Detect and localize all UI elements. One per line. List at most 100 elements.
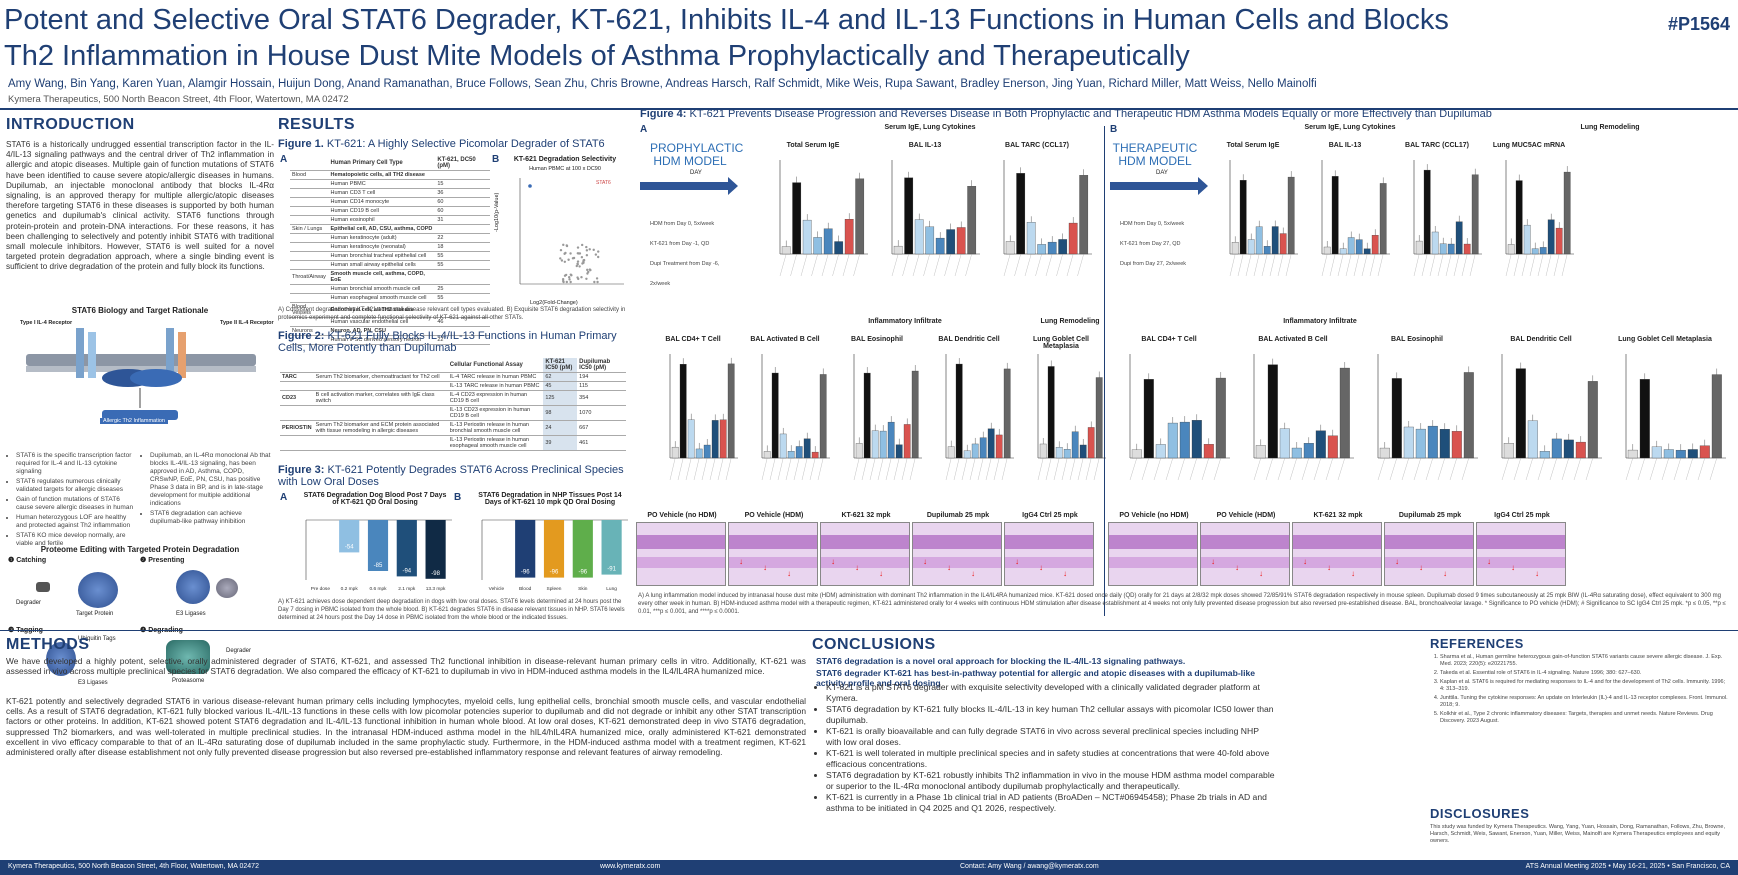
tick-mark bbox=[1529, 253, 1536, 277]
bar bbox=[1279, 233, 1287, 255]
bar bbox=[1087, 427, 1095, 459]
cell-type: Human CD14 monocyte bbox=[328, 197, 436, 207]
bar bbox=[1287, 176, 1295, 255]
prophy-day: DAY bbox=[690, 170, 702, 176]
fig4-caption: A) A lung inflammation model induced by … bbox=[638, 593, 1726, 615]
bio-title: STAT6 Biology and Target Rationale bbox=[71, 306, 209, 315]
fig4-panel-title: BAL CD4+ T Cell bbox=[665, 336, 721, 343]
histology-image: ↓ ↓ ↓ bbox=[912, 522, 1002, 586]
tick-mark bbox=[1377, 457, 1385, 481]
footer-bar: Kymera Therapeutics, 500 North Beacon St… bbox=[0, 860, 1738, 875]
fig4-bar-chart bbox=[669, 354, 738, 481]
reference-item: Takeda et al. Essential role of STAT6 in… bbox=[1440, 670, 1730, 677]
table-cell: 125 bbox=[543, 390, 578, 406]
fig4-bar-chart bbox=[1129, 354, 1230, 481]
degrader-icon bbox=[36, 582, 50, 592]
bar bbox=[823, 228, 833, 255]
tick-mark bbox=[811, 253, 818, 277]
histology-label: PO Vehicle (HDM) bbox=[744, 512, 804, 519]
conclusion-lead2: STAT6 degrader KT-621 has best-in-pathwa… bbox=[816, 668, 1256, 688]
prophy-timeline bbox=[640, 177, 738, 195]
bar bbox=[1447, 243, 1455, 255]
bar bbox=[425, 520, 446, 579]
bullet: STAT6 degradation can achieve dupilumab-… bbox=[150, 510, 274, 526]
cell-type: Human small airway epithelial cells bbox=[328, 260, 436, 270]
bar bbox=[914, 219, 924, 255]
dc50-value: 18 bbox=[435, 242, 490, 252]
dc50-value: 25 bbox=[435, 284, 490, 294]
group-category: Hematopoietic cells, all TH2 disease bbox=[328, 170, 436, 180]
group-category: Endothelial cell, all TH2 disease bbox=[328, 302, 436, 318]
tick-mark bbox=[1353, 253, 1360, 277]
fig1b-volcano-plot bbox=[519, 178, 624, 285]
tick-mark bbox=[1469, 253, 1476, 277]
tick-mark bbox=[969, 457, 976, 481]
conclusion-lead1: STAT6 degradation is a novel oral approa… bbox=[816, 656, 1186, 666]
tick-mark bbox=[817, 457, 824, 481]
prophy-notes: HDM from Day 0, 5x/week KT-621 from Day … bbox=[650, 214, 740, 294]
bar bbox=[819, 374, 827, 459]
bar bbox=[703, 444, 711, 459]
bar bbox=[802, 219, 812, 255]
table-cell: 354 bbox=[577, 390, 626, 406]
tick-mark bbox=[669, 457, 676, 481]
table-cell: 24 bbox=[543, 420, 578, 436]
table-cell: 98 bbox=[543, 405, 578, 421]
histology-label: IgG4 Ctrl 25 mpk bbox=[1022, 512, 1078, 519]
bar bbox=[781, 246, 791, 255]
fig3-panel-b: B bbox=[454, 492, 462, 503]
tick-mark bbox=[1389, 457, 1397, 481]
fig4-panel-title: BAL TARC (CCL17) bbox=[1405, 142, 1469, 149]
fig4-panel-title: BAL CD4+ T Cell bbox=[1141, 336, 1197, 343]
footer-contact[interactable]: Contact: Amy Wang / awang@kymeratx.com bbox=[960, 863, 1099, 870]
fig3b-title: STAT6 Degradation in NHP Tissues Post 14… bbox=[478, 492, 622, 506]
bar bbox=[904, 177, 914, 255]
volcano-point bbox=[571, 257, 575, 260]
tick-mark bbox=[1661, 457, 1669, 481]
proteasome-blob bbox=[166, 640, 210, 674]
tick-mark bbox=[769, 457, 776, 481]
bar bbox=[987, 428, 995, 459]
tick-mark bbox=[1501, 457, 1509, 481]
tick-mark bbox=[1201, 457, 1209, 481]
fig4-panel-title: BAL TARC (CCL17) bbox=[1005, 142, 1069, 149]
arrow-icon: ↓ bbox=[763, 563, 767, 572]
tick-mark bbox=[1213, 457, 1221, 481]
tick-mark bbox=[1253, 457, 1261, 481]
arrow-icon: ↓ bbox=[1259, 569, 1263, 578]
tick-mark bbox=[701, 457, 708, 481]
tick-mark bbox=[1545, 253, 1552, 277]
conclusion-item: KT-621 is well tolerated in multiple pre… bbox=[826, 748, 1276, 769]
tick-mark bbox=[1261, 253, 1268, 277]
volcano-point bbox=[596, 280, 599, 284]
bar bbox=[1231, 242, 1239, 255]
title-line-2: Th2 Inflammation in House Dust Mite Mode… bbox=[4, 40, 1190, 72]
bar-value-label: -96 bbox=[521, 570, 530, 576]
table-cell: 45 bbox=[543, 381, 578, 391]
dc50-value: 15 bbox=[435, 179, 490, 189]
bar bbox=[1415, 428, 1426, 459]
tick-mark bbox=[1553, 253, 1560, 277]
table-row: Human bronchial smooth muscle cell 25 bbox=[290, 284, 490, 294]
bar bbox=[1439, 429, 1450, 459]
bar bbox=[1471, 174, 1479, 255]
cell-type: Human iPSC derived sensory neuron bbox=[328, 335, 436, 345]
bar bbox=[396, 520, 417, 577]
tick-label: Pre dose bbox=[311, 586, 331, 592]
bar bbox=[855, 443, 863, 459]
table-cell: PERIOSTIN bbox=[280, 420, 314, 436]
table-row: PERIOSTIN Serum Th2 biomarker and ECM pro… bbox=[280, 420, 626, 436]
table-row: Human eosinophil 31 bbox=[290, 215, 490, 225]
note: KT-621 from Day -1, QD bbox=[650, 241, 710, 247]
label-proteasome: Proteasome bbox=[172, 678, 205, 684]
reference-item: Kolkhir et al., Type 2 chronic inflammat… bbox=[1440, 711, 1730, 725]
bar-value-label: -96 bbox=[550, 570, 559, 576]
volcano-point bbox=[597, 255, 600, 259]
bullet: Human heterozygous LOF are healthy and p… bbox=[16, 514, 134, 530]
tick-mark bbox=[1289, 457, 1297, 481]
table-cell: Serum Th2 biomarker, chemoattractant for… bbox=[313, 372, 448, 382]
tick-mark bbox=[1521, 253, 1528, 277]
bar-value-label: -94 bbox=[402, 568, 411, 574]
arrow-icon: ↓ bbox=[1419, 563, 1423, 572]
footer-web[interactable]: www.kymeratx.com bbox=[600, 863, 661, 870]
